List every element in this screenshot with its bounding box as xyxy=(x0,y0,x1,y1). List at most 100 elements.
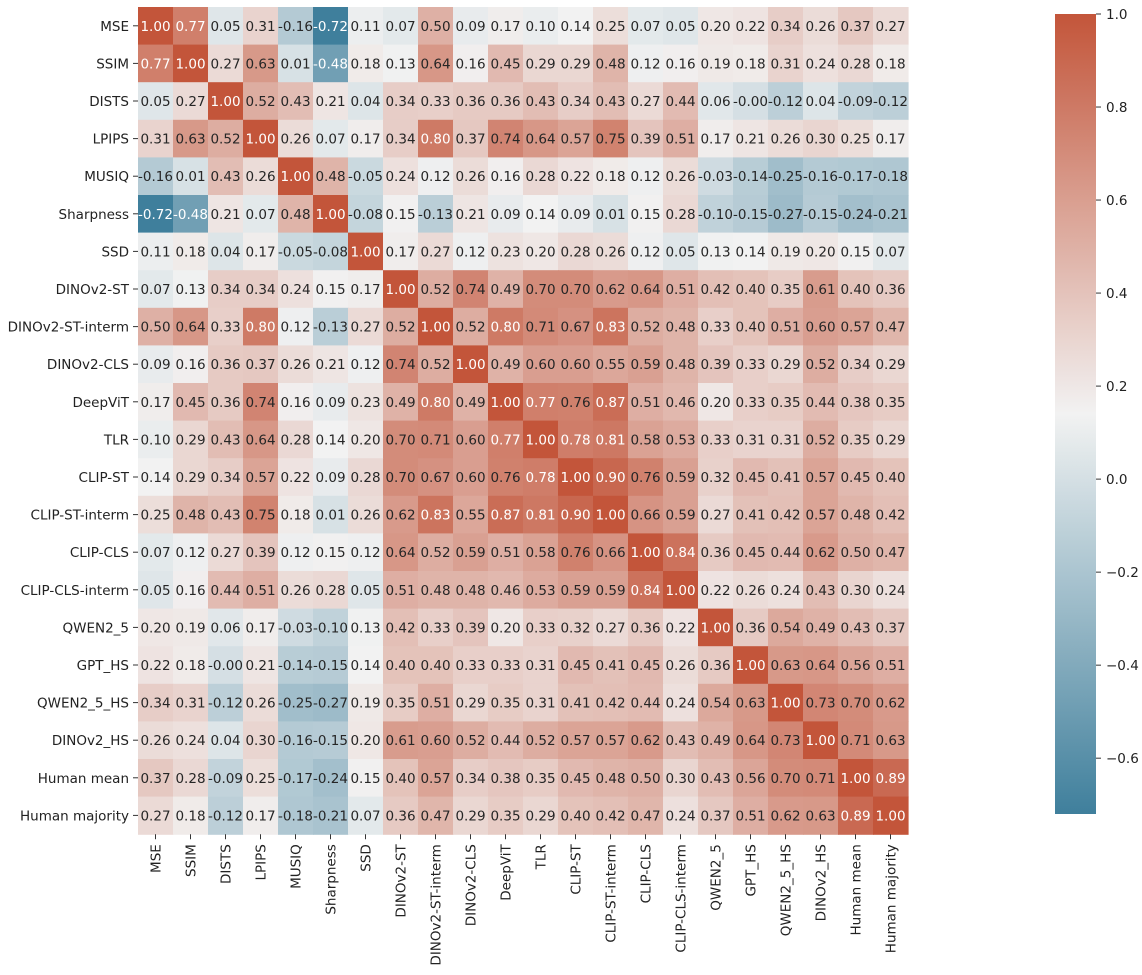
heatmap-cell xyxy=(453,345,489,384)
heatmap-cell xyxy=(523,7,559,46)
heatmap-cell xyxy=(698,759,734,798)
cell-value-label: 0.90 xyxy=(560,508,590,524)
heatmap-cell xyxy=(453,721,489,760)
heatmap-cell xyxy=(173,420,209,459)
heatmap-cell xyxy=(873,683,909,722)
cell-value-label: 0.16 xyxy=(665,56,695,72)
heatmap-cell xyxy=(453,157,489,196)
cell-value-label: 0.28 xyxy=(175,771,205,787)
cell-value-label: 0.80 xyxy=(490,320,520,336)
colorbar-tick-label: 0.4 xyxy=(1106,286,1127,302)
heatmap-cell xyxy=(593,119,629,158)
cell-value-label: 0.44 xyxy=(805,395,835,411)
cell-value-label: 1.00 xyxy=(805,733,835,749)
cell-value-label: 0.52 xyxy=(455,320,485,336)
heatmap-cell xyxy=(593,759,629,798)
heatmap-cell xyxy=(348,759,384,798)
cell-value-label: 0.36 xyxy=(700,545,730,561)
x-tick-label: MUSIQ xyxy=(289,844,305,889)
cell-value-label: 0.12 xyxy=(350,545,380,561)
heatmap-cell xyxy=(663,383,699,422)
cell-value-label: 0.27 xyxy=(175,94,205,110)
heatmap-cell xyxy=(873,608,909,647)
cell-value-label: -0.03 xyxy=(278,620,313,636)
cell-value-label: 0.48 xyxy=(315,169,345,185)
cell-value-label: 0.36 xyxy=(210,395,240,411)
heatmap-cell xyxy=(838,721,874,760)
heatmap-cell xyxy=(138,458,174,497)
heatmap-cell xyxy=(173,82,209,121)
cell-value-label: -0.18 xyxy=(873,169,908,185)
heatmap-cell xyxy=(838,307,874,346)
cell-value-label: 0.17 xyxy=(700,132,730,148)
heatmap-cell xyxy=(173,119,209,158)
cell-value-label: 1.00 xyxy=(280,169,310,185)
cell-value-label: 0.09 xyxy=(140,357,170,373)
cell-value-label: 0.48 xyxy=(595,771,625,787)
cell-value-label: 0.18 xyxy=(350,56,380,72)
heatmap-cell xyxy=(733,232,769,271)
cell-value-label: 0.71 xyxy=(525,320,555,336)
cell-value-label: 0.47 xyxy=(420,808,450,824)
heatmap-cell xyxy=(803,270,839,309)
heatmap-cell xyxy=(628,683,664,722)
heatmap-cell xyxy=(698,44,734,83)
heatmap-cell xyxy=(453,270,489,309)
heatmap-cell xyxy=(348,119,384,158)
heatmap-cell xyxy=(733,195,769,234)
heatmap-cell xyxy=(663,533,699,572)
cell-value-label: 0.16 xyxy=(280,395,310,411)
heatmap-cell xyxy=(803,307,839,346)
cell-value-label: -0.27 xyxy=(768,207,803,223)
cell-value-label: 0.26 xyxy=(665,169,695,185)
heatmap-cell xyxy=(313,307,349,346)
heatmap-cell xyxy=(488,495,524,534)
x-tick-label: CLIP-CLS xyxy=(639,844,655,903)
heatmap-cell xyxy=(173,157,209,196)
heatmap-cell xyxy=(698,458,734,497)
cell-value-label: 0.16 xyxy=(490,169,520,185)
cell-value-label: 0.13 xyxy=(175,282,205,298)
cell-value-label: 0.60 xyxy=(420,733,450,749)
heatmap-cell xyxy=(698,345,734,384)
cell-value-label: 0.55 xyxy=(595,357,625,373)
heatmap-cell xyxy=(768,759,804,798)
cell-value-label: 0.36 xyxy=(210,357,240,373)
cell-value-label: 0.34 xyxy=(385,94,415,110)
cell-value-label: 0.18 xyxy=(280,508,310,524)
cell-value-label: 0.42 xyxy=(595,808,625,824)
heatmap-cell xyxy=(173,721,209,760)
cell-value-label: 0.27 xyxy=(595,620,625,636)
cell-value-label: 0.09 xyxy=(315,395,345,411)
heatmap-cell xyxy=(803,571,839,610)
cell-value-label: 0.57 xyxy=(805,508,835,524)
heatmap-cell xyxy=(628,383,664,422)
cell-value-label: 0.64 xyxy=(525,132,555,148)
cell-value-label: 0.59 xyxy=(665,508,695,524)
heatmap-cell xyxy=(768,307,804,346)
cell-value-label: -0.12 xyxy=(873,94,908,110)
cell-value-label: 0.27 xyxy=(700,508,730,524)
x-tick-label: LPIPS xyxy=(254,844,270,880)
y-tick-label: SSD xyxy=(101,244,129,260)
cell-value-label: 1.00 xyxy=(350,244,380,260)
heatmap-cell xyxy=(383,533,419,572)
heatmap-cell xyxy=(348,195,384,234)
heatmap-cell xyxy=(278,195,314,234)
heatmap-cell xyxy=(593,495,629,534)
heatmap-cell xyxy=(453,383,489,422)
heatmap-cell xyxy=(313,7,349,46)
cell-value-label: 0.29 xyxy=(175,470,205,486)
heatmap-cell xyxy=(523,82,559,121)
heatmap-cell xyxy=(733,44,769,83)
heatmap-cell xyxy=(873,119,909,158)
heatmap-cell xyxy=(243,420,279,459)
cell-value-label: 0.27 xyxy=(210,56,240,72)
cell-value-label: -0.10 xyxy=(313,620,348,636)
cell-value-label: 0.25 xyxy=(140,508,170,524)
heatmap-cell xyxy=(173,232,209,271)
cell-value-label: 0.44 xyxy=(210,583,240,599)
heatmap-cell xyxy=(243,646,279,685)
heatmap-cell xyxy=(873,195,909,234)
cell-value-label: 0.33 xyxy=(490,658,520,674)
